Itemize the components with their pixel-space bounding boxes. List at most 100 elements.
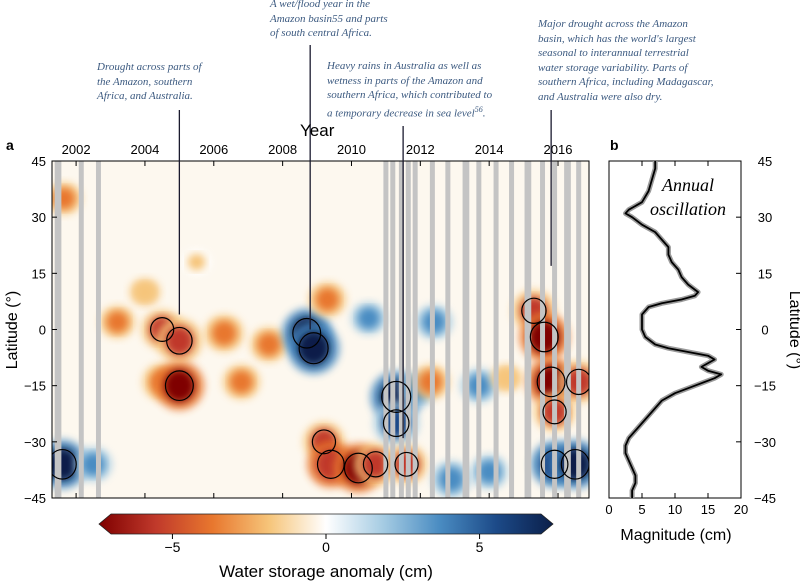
- annotation-wet-2009: A wet/flood year in the Amazon basin55 an…: [270, 0, 430, 41]
- data-gap-bar: [576, 161, 582, 498]
- y-tick-label-b: 0: [761, 323, 768, 338]
- panel-a-axes: 2002 2004 2006 2008 2010 2012 2014 2016 45 30 15 0 −…: [24, 142, 573, 506]
- anomaly-contour: [149, 317, 175, 342]
- annotation-line: Heavy rains in Australia as well as: [327, 60, 482, 72]
- annotation-leader-lines: [178, 45, 552, 439]
- data-gap-bar: [476, 161, 482, 498]
- anomaly-core: [106, 311, 129, 333]
- y-tick-label-a: 45: [32, 154, 46, 169]
- annotation-line: a temporary decrease in sea level56.: [327, 104, 486, 120]
- anomaly-core: [163, 369, 195, 403]
- colorbar-tick-label: 0: [322, 539, 330, 555]
- data-gap-bar: [398, 161, 404, 498]
- x-tick-label-b: 0: [605, 502, 612, 517]
- anomaly-core: [211, 320, 237, 346]
- anomaly-core: [297, 331, 330, 366]
- annotation-line: seasonal to interannual terrestrial: [538, 47, 689, 59]
- x-tick-label: 2010: [337, 142, 366, 157]
- panel-a: 2002 2004 2006 2008 2010 2012 2014 2016 45 30 15 0 −…: [4, 45, 590, 506]
- annotation-line: Africa, and Australia.: [97, 90, 193, 102]
- data-gap-bar: [445, 161, 451, 498]
- x-tick-label-b: 15: [701, 502, 715, 517]
- annotation-line: basin, which has the world's largest: [538, 32, 696, 45]
- x-axis-title-b: Magnitude (cm): [620, 527, 731, 544]
- x-tick-label-b: 10: [668, 502, 682, 517]
- anomaly-contour: [166, 326, 193, 355]
- anomaly-contour: [521, 297, 547, 324]
- anomaly-contour: [540, 449, 569, 479]
- y-tick-label-a: −30: [24, 435, 46, 450]
- anomaly-contour: [394, 451, 419, 477]
- y-tick-label-a: −45: [24, 491, 46, 506]
- x-tick-label: 2002: [62, 142, 91, 157]
- anomaly-core: [81, 452, 105, 476]
- profile-line: [624, 161, 723, 498]
- anomaly-contour: [316, 449, 345, 479]
- anomaly-contour: [343, 452, 373, 484]
- anomaly-contour: [560, 448, 589, 480]
- colorbar-label: Water storage anomaly (cm): [219, 562, 433, 581]
- profile-title-line-2: oscillation: [650, 199, 726, 219]
- colorbar-tick-label: −5: [164, 539, 180, 555]
- x-tick-label-b: 5: [638, 502, 645, 517]
- y-tick-label-b: 45: [758, 154, 772, 169]
- anomaly-contour: [565, 368, 589, 396]
- panel-b-label: b: [610, 137, 619, 153]
- y-axis-title-a: Latitude (°): [4, 291, 21, 369]
- x-tick-label: 2012: [406, 142, 435, 157]
- annotation-line: the Amazon, southern: [97, 75, 193, 88]
- annotation-line: wetness in parts of the Amazon and: [327, 74, 483, 87]
- anomaly-core: [229, 370, 253, 394]
- y-tick-label-b: −15: [754, 379, 776, 394]
- anomaly-core: [187, 253, 206, 271]
- data-gap-bar: [509, 161, 515, 498]
- colorbar-ticks: −5 0 5: [164, 534, 484, 555]
- anomaly-contour: [362, 451, 389, 478]
- panel-a-label: a: [6, 137, 14, 153]
- annotation-line: A wet/flood year in the: [270, 0, 371, 10]
- data-gap-bars: [54, 161, 582, 498]
- annotation-drought-2005: Drought across parts of the Amazon, south…: [97, 60, 257, 104]
- x-tick-label: 2008: [268, 142, 297, 157]
- data-gap-bar: [526, 161, 532, 498]
- anomaly-core: [439, 466, 464, 492]
- data-gap-bar: [565, 161, 571, 498]
- anomaly-contours: [52, 297, 589, 484]
- annotation-line: southern Africa, including Madagascar,: [538, 76, 714, 88]
- data-gap-bar: [493, 161, 499, 498]
- x-tick-label: 2014: [475, 142, 504, 157]
- annotation-line: Major drought across the Amazon: [538, 18, 688, 30]
- y-tick-label-a: 15: [32, 266, 46, 281]
- x-axis-title: Year: [300, 121, 335, 140]
- anomaly-contour: [381, 380, 412, 413]
- anomaly-contour: [382, 409, 410, 438]
- anomaly-contour: [164, 370, 194, 402]
- x-tick-label: 2016: [544, 142, 573, 157]
- anomaly-contour: [542, 399, 567, 425]
- anomaly-contour: [311, 429, 337, 455]
- x-tick-label-b: 20: [734, 502, 748, 517]
- y-tick-label-b: 15: [758, 266, 772, 281]
- colorbar-tick-label: 5: [476, 539, 484, 555]
- colorbar-bar: [98, 513, 554, 535]
- annotation-drought-2016: Major drought across the Amazon basin, wh…: [538, 17, 768, 104]
- anomaly-core: [165, 325, 194, 356]
- y-axis-title-b: Latitude (°): [786, 291, 800, 369]
- annotation-line: of south central Africa.: [270, 27, 372, 39]
- data-gap-bar: [95, 161, 101, 498]
- anomaly-core: [135, 282, 155, 302]
- anomaly-core: [357, 307, 380, 330]
- anomaly-core: [315, 287, 339, 312]
- panel-b: 0 5 10 15 20 45 30 15 0 −15 −30 −45 b Magnitude (cm…: [605, 137, 800, 544]
- data-gap-bar: [552, 161, 558, 498]
- x-tick-label: 2004: [130, 142, 159, 157]
- data-gap-bar: [78, 161, 84, 498]
- annotation-line: and Australia were also dry.: [538, 90, 663, 103]
- y-tick-label-a: −15: [24, 379, 46, 394]
- annotation-line: water storage variability. Parts of: [538, 61, 688, 74]
- colorbar: −5 0 5 Water storage anomaly (cm): [98, 513, 554, 581]
- anomaly-core: [257, 332, 281, 357]
- annotation-line: southern Africa, which contributed to: [327, 89, 493, 101]
- anomaly-contour: [52, 448, 77, 480]
- x-tick-label: 2006: [199, 142, 228, 157]
